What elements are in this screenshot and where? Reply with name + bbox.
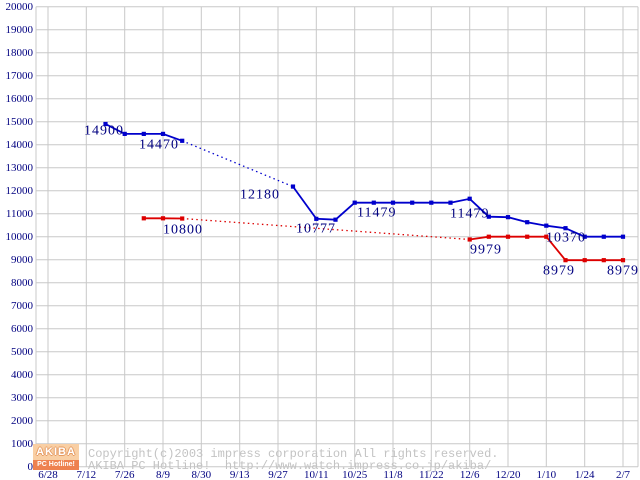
red-price-line-marker xyxy=(544,234,549,239)
y-tick-label: 18000 xyxy=(6,47,34,59)
x-tick-label: 10/25 xyxy=(342,469,368,480)
y-tick-label: 8000 xyxy=(11,277,34,289)
blue-price-line-marker xyxy=(180,138,185,143)
x-tick-label: 11/22 xyxy=(419,469,444,480)
x-tick-label: 9/27 xyxy=(268,469,288,480)
data-point-label: 11479 xyxy=(450,207,489,222)
x-tick-label: 1/24 xyxy=(575,469,595,480)
y-tick-label: 16000 xyxy=(6,93,34,105)
blue-price-line-marker xyxy=(429,200,434,205)
site-url-line: AKIBA PC Hotline! http://www.watch.impre… xyxy=(88,459,492,473)
y-tick-label: 11000 xyxy=(6,208,34,220)
blue-price-line-marker xyxy=(410,200,415,205)
blue-price-line-marker xyxy=(390,200,396,205)
blue-price-line-marker xyxy=(620,234,626,239)
y-tick-label: 3000 xyxy=(11,392,34,404)
red-price-line-marker xyxy=(160,216,166,221)
y-tick-label: 0 xyxy=(28,461,34,473)
y-tick-label: 1000 xyxy=(11,438,34,450)
red-price-line-marker xyxy=(620,258,626,263)
blue-price-line-marker xyxy=(371,200,376,205)
red-price-line-marker xyxy=(525,234,530,239)
blue-price-line-marker xyxy=(352,200,357,205)
red-price-line-dotted-segment xyxy=(182,217,470,241)
x-tick-label: 7/12 xyxy=(77,469,97,480)
blue-price-line-marker xyxy=(601,234,606,239)
blue-price-line-marker xyxy=(290,184,296,189)
data-point-label: 10800 xyxy=(163,223,203,238)
blue-price-line-marker xyxy=(544,223,549,228)
x-tick-label: 11/8 xyxy=(383,469,403,480)
logo-pc-hotline-text: PC Hotline! xyxy=(33,460,79,470)
x-tick-label: 7/26 xyxy=(115,469,135,480)
data-point-label: 14900 xyxy=(84,124,124,139)
red-price-line-marker xyxy=(141,216,146,221)
blue-price-line-marker xyxy=(563,226,568,231)
data-point-label: 10370 xyxy=(546,231,586,246)
y-tick-label: 7000 xyxy=(11,300,34,312)
blue-price-line-marker xyxy=(333,217,338,222)
red-price-line-marker xyxy=(486,234,491,239)
blue-price-line-marker xyxy=(122,131,127,136)
y-tick-label: 2000 xyxy=(11,415,34,427)
blue-price-line-marker xyxy=(505,215,511,220)
x-tick-label: 8/30 xyxy=(192,469,212,480)
y-tick-label: 6000 xyxy=(11,323,34,335)
logo-akiba-text: AKIBA xyxy=(33,444,79,460)
blue-price-line-solid-segment xyxy=(292,186,623,238)
y-tick-label: 9000 xyxy=(11,254,34,266)
data-point-label: 9979 xyxy=(470,243,502,258)
blue-price-line-marker xyxy=(103,121,108,127)
data-point-label: 11479 xyxy=(357,206,396,221)
copyright-line: Copyright(c)2003 impress corporation All… xyxy=(88,447,499,461)
y-tick-label: 17000 xyxy=(6,70,34,82)
y-tick-label: 12000 xyxy=(6,185,34,197)
akiba-pc-hotline-logo: AKIBA PC Hotline! xyxy=(33,444,79,470)
x-tick-label: 9/13 xyxy=(230,469,250,480)
data-point-label: 14470 xyxy=(139,138,179,153)
red-price-line-marker xyxy=(563,258,568,263)
y-tick-label: 20000 xyxy=(6,1,34,13)
y-tick-label: 10000 xyxy=(6,231,34,243)
y-tick-label: 14000 xyxy=(6,139,34,151)
red-price-line-marker xyxy=(582,258,587,263)
red-price-line-marker xyxy=(467,237,472,242)
data-point-label: 12180 xyxy=(240,188,280,203)
x-tick-label: 10/11 xyxy=(304,469,329,480)
y-tick-label: 4000 xyxy=(11,369,34,381)
blue-price-line-dotted-segment xyxy=(181,140,294,188)
blue-price-line-marker xyxy=(486,214,491,219)
red-price-line-marker xyxy=(601,258,606,263)
data-point-label: 8979 xyxy=(543,264,575,279)
blue-price-line-marker xyxy=(314,216,319,221)
y-tick-label: 19000 xyxy=(6,24,34,36)
x-tick-label: 8/9 xyxy=(156,469,171,480)
data-point-label: 10777 xyxy=(296,222,336,237)
y-tick-label: 13000 xyxy=(6,162,34,174)
blue-price-line-marker xyxy=(582,234,587,239)
y-tick-label: 15000 xyxy=(6,116,34,128)
x-tick-label: 6/28 xyxy=(38,469,58,480)
x-tick-label: 12/6 xyxy=(460,469,480,480)
blue-price-line-marker xyxy=(160,131,166,136)
blue-price-line-marker xyxy=(448,200,453,205)
y-tick-label: 5000 xyxy=(11,346,34,358)
red-price-line-marker xyxy=(505,234,511,239)
x-tick-label: 12/20 xyxy=(495,469,521,480)
blue-price-line-marker xyxy=(141,131,146,136)
x-tick-label: 1/10 xyxy=(537,469,557,480)
data-point-label: 8979 xyxy=(607,264,639,279)
x-tick-label: 2/7 xyxy=(616,469,631,480)
blue-price-line-marker xyxy=(467,196,472,201)
blue-price-line-marker xyxy=(525,220,530,225)
